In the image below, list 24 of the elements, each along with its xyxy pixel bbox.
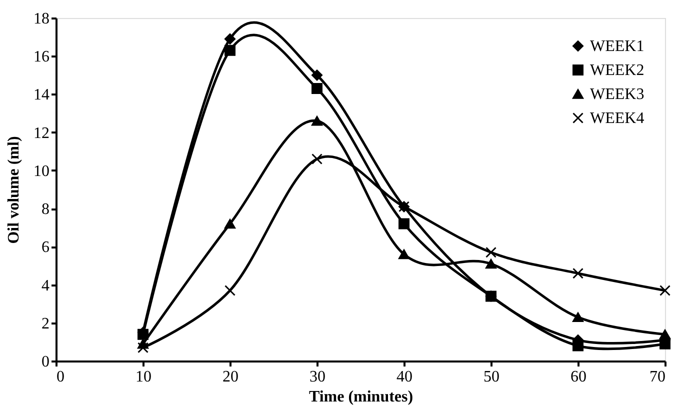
y-tick-label: 6 [42, 239, 50, 256]
y-tick-label: 4 [42, 277, 50, 294]
x-tick-label: 60 [570, 368, 586, 386]
x-tick-label: 0 [56, 368, 64, 386]
x-tick-label: 40 [396, 368, 412, 386]
y-tick-label: 18 [34, 10, 50, 28]
x-tick-label: 10 [136, 368, 152, 386]
x-tick-label: 30 [310, 368, 326, 386]
y-tick-label: 2 [42, 315, 50, 332]
y-tick-label: 0 [42, 354, 50, 370]
y-tick-label: 10 [34, 162, 50, 180]
x-tick-label: 70 [650, 368, 666, 386]
legend-label: WEEK3 [590, 86, 644, 103]
x-tick-label: 50 [484, 368, 500, 386]
legend-label: WEEK2 [590, 62, 644, 79]
y-tick-label: 16 [34, 48, 50, 66]
y-tick-label: 8 [42, 201, 50, 218]
legend-label: WEEK4 [590, 110, 644, 127]
legend-label: WEEK1 [590, 38, 644, 55]
y-tick-label: 12 [34, 124, 50, 142]
x-axis-title: Time (minutes) [308, 388, 414, 406]
x-tick-label: 20 [222, 368, 238, 386]
y-axis-title: Oil volume (ml) [6, 136, 22, 244]
y-tick-label: 14 [34, 86, 50, 104]
